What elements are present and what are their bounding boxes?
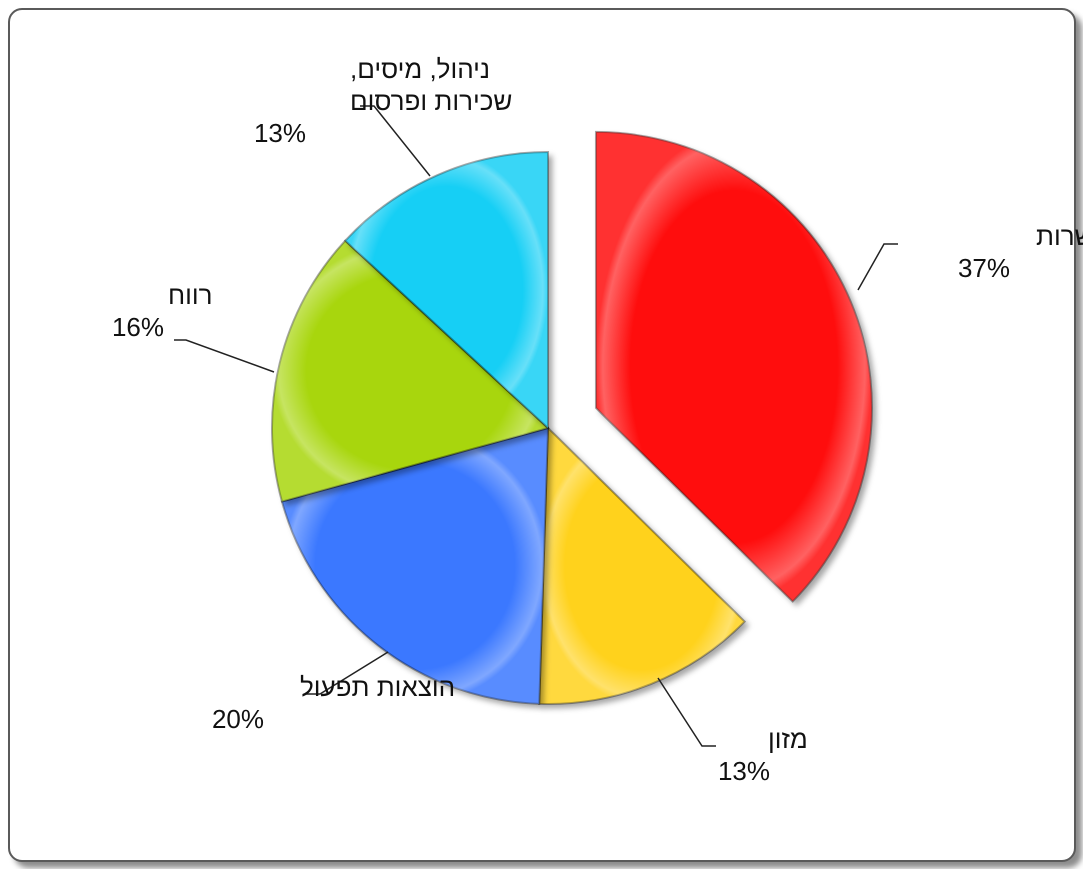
slice-2-label: הוצאות תפעול 20%: [212, 672, 455, 734]
slice-label-text: ניהול, מיסים,: [350, 54, 490, 84]
slice-1-leader-line: [657, 677, 716, 747]
slice-label-text: תמורה למשרות: [1036, 221, 1083, 251]
slice-4-leader-line: [360, 105, 431, 177]
slice-percent-label: 13%: [254, 118, 306, 148]
slice-3-leader-line: [174, 339, 275, 373]
slice-label-text: הוצאות תפעול: [300, 672, 455, 702]
slice-label-text: שכירות ופרסום: [350, 86, 512, 116]
slice-percent-label: 13%: [718, 756, 770, 786]
slice-label-text: מזון: [768, 724, 808, 754]
slice-0-leader-line: [857, 243, 898, 291]
slice-0-gloss: [595, 131, 872, 602]
slice-1-gloss: [539, 428, 745, 704]
slice-percent-label: 37%: [958, 253, 1010, 283]
slice-3-gloss: [272, 240, 548, 502]
slice-0-label: תמורה למשרות 37%: [958, 221, 1083, 283]
slice-4-gloss: [345, 152, 548, 428]
slice-label-text: רווח: [168, 280, 213, 310]
slice-percent-label: 16%: [112, 312, 164, 342]
slice-2-gloss: [281, 428, 548, 704]
slice-2-leader-line: [306, 651, 389, 695]
slice-4-label: ניהול, מיסים,שכירות ופרסום 13%: [254, 54, 512, 148]
slice-percent-label: 20%: [212, 704, 264, 734]
